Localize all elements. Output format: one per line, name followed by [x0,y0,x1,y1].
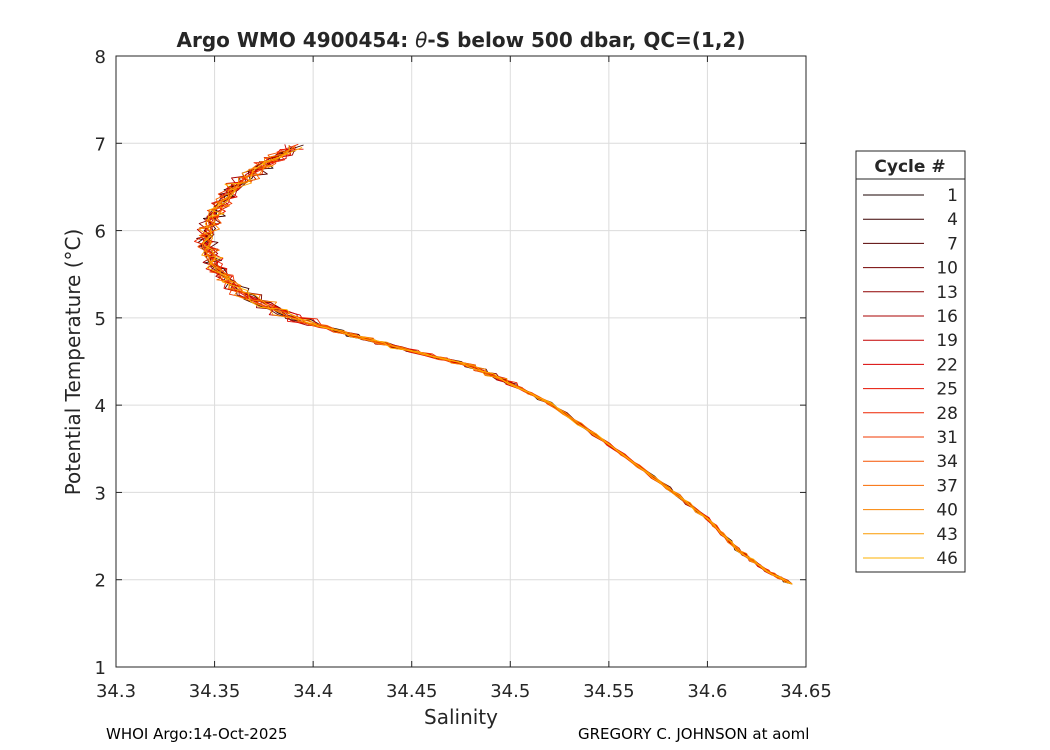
y-tick-label: 4 [95,396,106,417]
title-lead: Argo WMO 4900454: [177,28,416,52]
chart-title: Argo WMO 4900454: θ-S below 500 dbar, QC… [177,28,746,52]
y-tick-label: 2 [95,571,106,592]
legend-label: 40 [936,501,958,521]
x-tick-label: 34.5 [490,681,530,702]
y-tick-label: 3 [95,483,106,504]
profile-line-cycle-31 [203,150,793,585]
x-tick-label: 34.3 [96,681,136,702]
profile-line-cycle-25 [200,148,793,585]
legend-label: 46 [936,549,958,569]
footer-right: GREGORY C. JOHNSON at aoml [578,725,810,743]
x-tick-label: 34.65 [780,681,832,702]
legend-entries: 1 4 7 10 13 16 19 22 25 28 31 34 37 40 43 46 [863,186,958,569]
legend-label: 10 [936,259,958,279]
y-tick-label: 5 [95,309,106,330]
x-axis-label: Salinity [424,705,498,729]
x-tick-label: 34.35 [189,681,241,702]
legend-title: Cycle # [874,157,945,177]
profile-line-cycle-46 [202,146,793,585]
y-tick-label: 8 [95,47,106,68]
y-axis-label: Potential Temperature (°C) [61,229,85,496]
y-tick-label: 7 [95,134,106,155]
legend-label: 19 [936,331,958,351]
legend-box [855,150,966,573]
legend-label: 31 [936,428,958,448]
x-tick-label: 34.55 [583,681,635,702]
x-tick-label: 34.45 [386,681,438,702]
legend-label: 13 [936,283,958,303]
profile-line-cycle-43 [198,145,793,585]
legend-label: 1 [947,186,958,206]
legend-label: 37 [936,476,958,496]
footer-left: WHOI Argo:14-Oct-2025 [106,725,288,743]
legend-label: 28 [936,404,958,424]
profile-lines [194,143,793,585]
title-theta-symbol: θ [415,28,427,52]
y-tick-label: 6 [95,222,106,243]
x-tick-label: 34.4 [293,681,333,702]
legend-label: 16 [936,307,958,327]
title-tail: -S below 500 dbar, QC=(1,2) [427,28,745,52]
x-ticks: 34.3 34.35 34.4 34.45 34.5 34.55 34.6 34.65 [96,56,832,702]
axes-box [115,55,807,668]
x-tick-label: 34.6 [687,681,727,702]
legend-label: 4 [947,210,958,230]
legend-label: 34 [936,452,958,472]
y-tick-label: 1 [95,658,106,679]
legend-label: 25 [936,380,958,400]
y-ticks: 1 2 3 4 5 6 7 8 [95,47,806,679]
plot-area: 34.3 34.35 34.4 34.45 34.5 34.55 34.6 34.65 123… [95,47,832,702]
legend-label: 22 [936,355,958,375]
legend-label: 7 [947,234,958,254]
legend: Cycle # 1 4 7 10 13 16 19 22 25 28 31 34 37 40 43 46 [855,150,966,573]
legend-label: 43 [936,525,958,545]
